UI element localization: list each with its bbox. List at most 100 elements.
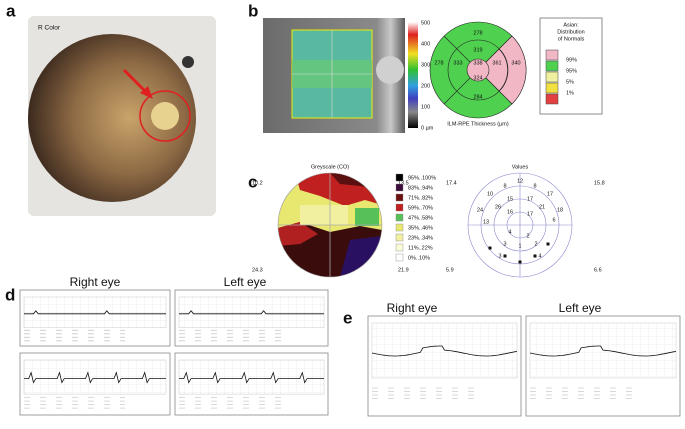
recording-grid — [178, 359, 325, 395]
value-number: 21 — [539, 204, 545, 210]
trace — [529, 345, 677, 357]
eye-label: Left eye — [559, 301, 602, 315]
thickness-value: 278 — [473, 30, 482, 36]
panel-letter: e — [343, 308, 352, 327]
value-number: 26 — [495, 204, 501, 210]
legend-label: 95%..100% — [408, 175, 436, 181]
corner-value: 24.3 — [252, 267, 263, 273]
value-number: 8 — [503, 183, 506, 189]
corner-value: 10.2 — [252, 180, 263, 186]
etdrs-sector — [477, 48, 508, 92]
legend-label: 11%..22% — [408, 245, 433, 251]
corner-value: 6.6 — [594, 267, 602, 273]
corner-value: 21.9 — [398, 267, 409, 273]
trace — [24, 310, 166, 315]
colorbar-label: 500 — [421, 20, 430, 26]
legend-label: 99% — [566, 57, 577, 63]
value-marker — [503, 254, 507, 258]
value-number: 15 — [507, 196, 513, 202]
etdrs-center — [466, 58, 490, 82]
value-number: 18 — [557, 207, 563, 213]
colorbar-labels: 500 400 300 200 100 0 µm — [421, 20, 434, 131]
recording-grid — [23, 296, 167, 328]
legend-label: 83%..94% — [408, 185, 433, 191]
colorbar — [408, 22, 418, 128]
value-number: 17 — [547, 191, 553, 197]
colorbar-label: 100 — [421, 104, 430, 110]
value-number: 24 — [477, 207, 483, 213]
value-marker — [488, 246, 492, 250]
trace — [24, 371, 166, 384]
legend-title: Asian: — [563, 22, 579, 28]
oct-disc — [376, 56, 404, 84]
legend-swatch — [545, 71, 559, 83]
trace — [179, 310, 324, 315]
legend-label: 95% — [566, 68, 577, 74]
thickness-value: 284 — [473, 94, 482, 100]
eye-label: Right eye — [387, 301, 438, 315]
thickness-value: 324 — [473, 75, 482, 81]
legend-swatch — [545, 60, 559, 72]
legend-label: 5% — [566, 79, 574, 85]
value-number: 13 — [483, 219, 489, 225]
legend-swatch — [395, 223, 404, 232]
optic-disc — [151, 102, 179, 130]
highlight-circle — [139, 90, 191, 142]
value-marker — [533, 254, 537, 258]
legend-swatch — [545, 93, 559, 105]
greyscale-title: Greyscale (CO) — [311, 164, 349, 170]
legend-swatch — [545, 82, 559, 94]
value-marker — [546, 242, 550, 246]
legend-title: Distribution — [557, 29, 585, 35]
trace — [371, 345, 518, 357]
legend-swatch — [545, 49, 559, 61]
panel-letter: d — [5, 285, 15, 304]
panel-letter: c — [248, 172, 257, 191]
colorbar-label: 300 — [421, 62, 430, 68]
corner-value: 13.5 — [398, 180, 409, 186]
greyscale-legend: 95%..100% 83%..94% 71%..82% 59%..70% 47%..58… — [395, 173, 436, 262]
legend-label: 71%..82% — [408, 195, 433, 201]
values-title: Values — [512, 164, 529, 170]
value-number: 4 — [508, 229, 511, 235]
value-number: 1 — [518, 243, 521, 249]
legend-swatch — [395, 193, 404, 202]
recording-grid — [23, 359, 167, 395]
legend-label: 35%..46% — [408, 225, 433, 231]
values-rings — [467, 172, 573, 278]
legend-label: 47%..58% — [408, 215, 433, 221]
colorbar-label: 400 — [421, 41, 430, 47]
value-number: 6 — [552, 217, 555, 223]
legend-swatch — [395, 243, 404, 252]
recording-grid — [178, 296, 325, 328]
photo-notch — [182, 56, 194, 68]
thickness-value: 340 — [511, 60, 520, 66]
thickness-value: 338 — [473, 60, 482, 66]
panel-letter: a — [6, 1, 16, 20]
thickness-value: 333 — [453, 60, 462, 66]
value-number: 17 — [527, 211, 533, 217]
corner-value: 17.4 — [446, 180, 457, 186]
legend-label: 0%..10% — [408, 255, 430, 261]
arrow-head — [140, 86, 153, 99]
eye-label: Left eye — [224, 275, 267, 289]
legend-swatch — [395, 253, 404, 262]
value-number: 3 — [503, 241, 506, 247]
value-number: 8 — [533, 183, 536, 189]
eye-label: Right eye — [70, 275, 121, 289]
value-marker — [518, 260, 522, 264]
corner-value: 15.8 — [594, 180, 605, 186]
thickness-value: 361 — [492, 60, 501, 66]
erg-panels — [19, 289, 329, 416]
colorbar-label: 0 µm — [421, 125, 434, 131]
legend-label: 23%..34% — [408, 235, 433, 241]
photo-label: R Color — [38, 25, 61, 32]
value-number: 16 — [507, 209, 513, 215]
colorbar-label: 200 — [421, 83, 430, 89]
value-number: 4 — [538, 253, 541, 259]
legend-swatch — [395, 233, 404, 242]
